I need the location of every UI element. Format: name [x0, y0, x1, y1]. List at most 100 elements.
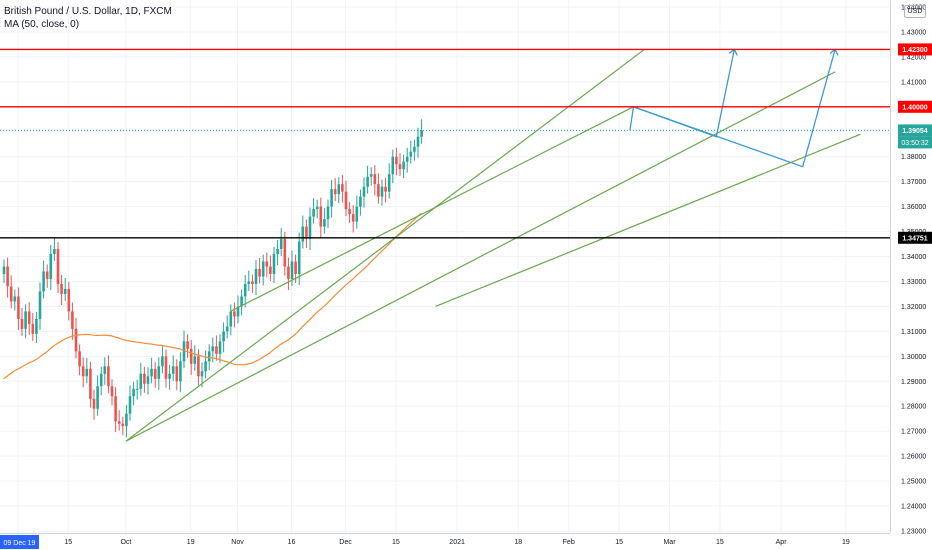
time-tick-label: Apr — [776, 539, 788, 546]
candle — [348, 209, 351, 215]
candle — [258, 269, 261, 277]
candle — [114, 396, 117, 422]
candle — [211, 346, 215, 352]
candle — [369, 174, 373, 177]
candle — [17, 296, 20, 319]
candle — [89, 368, 92, 399]
candle — [67, 288, 71, 312]
resistance-round-badge — [898, 100, 932, 113]
time-tick-label: 2021 — [449, 539, 465, 546]
candle — [2, 266, 6, 274]
candle — [81, 366, 85, 377]
candle — [225, 326, 229, 332]
price-tick-label: 1.30000 — [901, 354, 926, 361]
price-tick-label: 1.43000 — [901, 29, 926, 36]
candle — [240, 296, 243, 307]
time-tick-label: 15 — [392, 539, 400, 546]
candle — [175, 366, 179, 382]
candle — [377, 184, 380, 197]
candle — [276, 249, 279, 255]
candle — [319, 206, 323, 227]
currency-button[interactable]: USD — [904, 5, 926, 18]
candle — [337, 184, 341, 195]
candle — [74, 328, 78, 352]
time-tick-label: Nov — [231, 539, 244, 546]
candle — [139, 373, 143, 389]
candle — [132, 388, 135, 397]
candle — [182, 341, 186, 362]
candle — [207, 351, 211, 362]
candle — [53, 249, 56, 255]
candle — [398, 164, 402, 170]
candle — [135, 388, 139, 390]
candle — [366, 176, 369, 187]
candle — [121, 423, 125, 427]
candle — [330, 189, 333, 207]
candle — [63, 288, 67, 294]
candle — [179, 361, 182, 382]
candle — [35, 318, 38, 334]
price-tick-label: 1.29000 — [901, 379, 926, 386]
price-tick-label: 1.42000 — [901, 54, 926, 61]
candle — [161, 356, 164, 367]
candle — [405, 156, 409, 162]
candle — [222, 331, 225, 342]
candle — [200, 371, 204, 377]
candle — [6, 266, 9, 287]
candle — [409, 151, 413, 157]
chart-symbol-title: British Pound / U.S. Dollar, 1D, FXCM — [4, 6, 172, 17]
candle — [229, 311, 233, 327]
candle — [243, 283, 247, 297]
price-tick-label: 1.33000 — [901, 279, 926, 286]
candle — [99, 373, 103, 387]
price-tick-label: 1.38000 — [901, 154, 926, 161]
candle — [312, 209, 315, 217]
time-tick-label: Oct — [120, 539, 131, 546]
candle — [261, 261, 265, 277]
candle — [150, 368, 153, 377]
time-tick-label: Feb — [563, 539, 575, 546]
candle — [373, 174, 377, 185]
candle — [125, 413, 128, 427]
candle — [283, 239, 287, 267]
candle — [413, 146, 416, 152]
candle — [78, 351, 81, 367]
candle — [96, 386, 99, 409]
candle — [359, 196, 362, 207]
price-tick-label: 1.44000 — [901, 5, 926, 12]
countdown-badge — [898, 136, 932, 149]
candle — [20, 318, 24, 329]
trend-channel-line — [435, 133, 861, 307]
candle — [146, 376, 150, 384]
projection-path — [633, 49, 836, 168]
price-tick-label: 1.31000 — [901, 329, 926, 336]
candle — [153, 368, 157, 379]
candle — [351, 214, 355, 222]
price-tick-label: 1.37000 — [901, 179, 926, 186]
candle — [168, 373, 171, 379]
candle — [265, 261, 269, 267]
candle — [128, 396, 132, 414]
time-tick-label: Dec — [339, 539, 352, 546]
indicator-legend: MA (50, close, 0) — [4, 19, 80, 30]
candle — [402, 161, 405, 170]
candle — [193, 356, 197, 364]
candle — [204, 361, 207, 372]
candle — [197, 356, 200, 377]
candle — [215, 346, 218, 354]
candle — [387, 174, 391, 192]
candle — [416, 136, 420, 147]
candle — [85, 368, 89, 377]
candle — [247, 281, 251, 284]
candle — [27, 311, 31, 324]
candle — [45, 271, 49, 279]
trend-channel-line — [125, 48, 645, 442]
support-level-badge — [898, 231, 932, 244]
price-tick-label: 1.41000 — [901, 79, 926, 86]
candle — [251, 281, 254, 284]
price-tick-label: 1.24000 — [901, 504, 926, 511]
time-tick-label: Mar — [663, 539, 676, 546]
candle — [218, 341, 222, 354]
price-tick-label: 1.27000 — [901, 429, 926, 436]
